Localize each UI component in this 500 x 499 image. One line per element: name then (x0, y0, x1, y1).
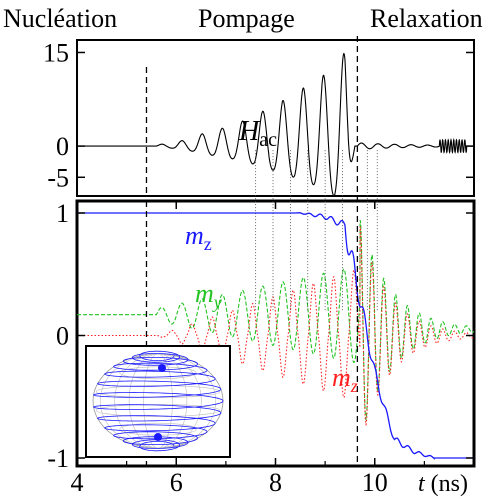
sphere-parallel (95, 385, 221, 398)
top-ytick-label: 0 (56, 132, 69, 161)
my-green-curve (77, 219, 475, 421)
sphere-meridian (99, 353, 217, 449)
mz-red-label: mz (332, 363, 358, 396)
hac-label: Hac (238, 116, 277, 151)
sphere-end-point (154, 433, 162, 441)
sphere-parallel (119, 366, 197, 380)
top-ytick-label: 15 (43, 38, 69, 67)
my-green-label: my (195, 279, 222, 312)
xtick-label: 8 (269, 468, 282, 497)
sphere-parallel (95, 404, 221, 417)
axis-ticks: 150-510-14 6 8 10 (43, 38, 474, 497)
top-ytick-label: -5 (47, 163, 69, 192)
bottom-curves (77, 212, 475, 460)
bottom-ytick-label: 0 (56, 322, 69, 351)
mz-blue-curve (77, 212, 474, 460)
xtick-label: 6 (170, 468, 183, 497)
top-curves (77, 52, 474, 197)
x-axis-label: t (ns) (418, 471, 468, 497)
bottom-ytick-label: 1 (56, 199, 69, 228)
inset-sphere-trajectory (85, 345, 231, 458)
phase-label-relaxation: Relaxation (370, 4, 483, 33)
mz-red-curve (77, 226, 475, 426)
bottom-ytick-label: -1 (47, 444, 69, 473)
phase-label-pumping: Pompage (198, 4, 295, 33)
hac-curve (77, 52, 474, 197)
top-panel-frame (76, 39, 475, 197)
phase-label-nucleation: Nucléation (3, 4, 118, 33)
xtick-label: 4 (71, 468, 84, 497)
sphere-trajectory (93, 350, 224, 452)
xtick-label: 10 (362, 468, 388, 497)
mz-blue-label: mz (185, 221, 212, 254)
sphere-start-point (158, 364, 166, 372)
